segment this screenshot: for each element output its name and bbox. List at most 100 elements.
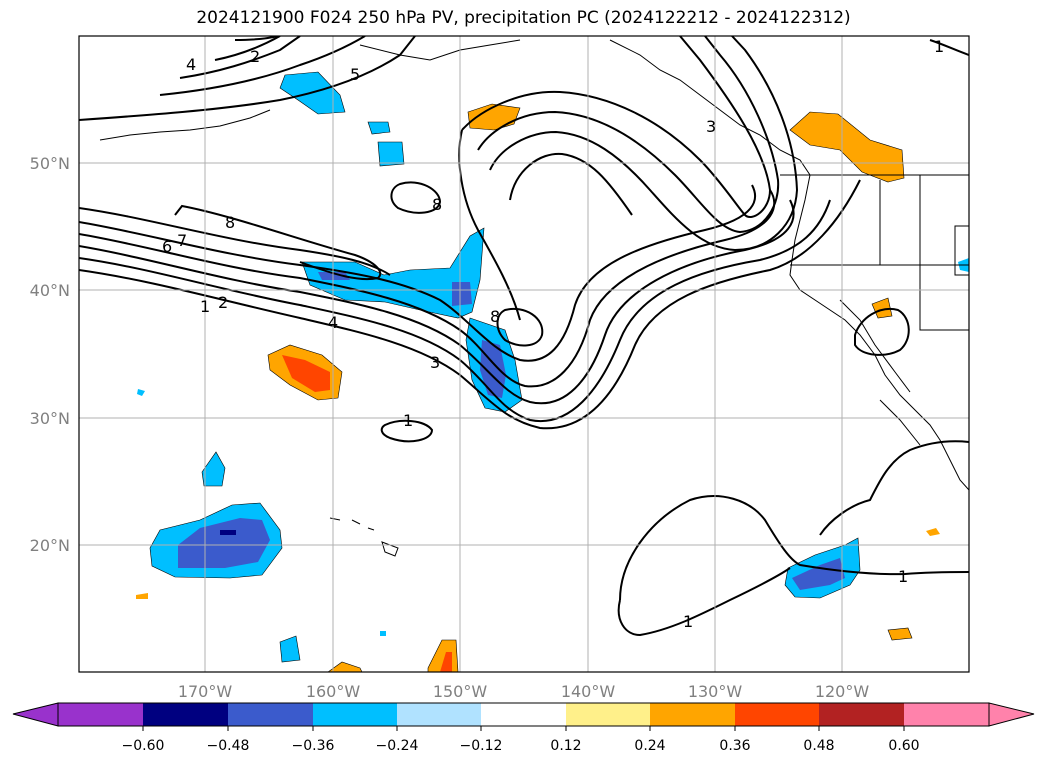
colorbar-outline <box>57 702 990 727</box>
colorbar-segment <box>228 703 313 726</box>
aleutian-islands <box>99 109 271 141</box>
pv-contour <box>79 179 861 430</box>
precip-positive-area <box>887 627 913 641</box>
contour-label: 2 <box>250 47 260 66</box>
lon-label: 130°W <box>688 682 743 701</box>
contour-label: 8 <box>225 213 235 232</box>
precip-negative-area <box>201 451 226 487</box>
pv-contour <box>458 129 521 321</box>
contour-label: 2 <box>218 293 228 312</box>
lon-label: 170°W <box>178 682 233 701</box>
contour-label: 4 <box>186 55 196 74</box>
colorbar-tick-label: 0.48 <box>803 738 834 754</box>
colorbar-segment <box>143 703 228 726</box>
colorbar-tick-label: 0.60 <box>888 738 919 754</box>
precip-positive-area <box>926 528 940 536</box>
pv-contour <box>619 495 969 601</box>
lat-axis-labels: 50°N 40°N 30°N 20°N <box>30 154 70 555</box>
contour-label: 5 <box>350 65 360 84</box>
colorbar-segment <box>397 703 481 726</box>
colorbar-segment <box>650 703 735 726</box>
pv-contour <box>174 204 382 281</box>
contour-label: 4 <box>328 313 338 332</box>
precip-positive-area <box>136 593 148 599</box>
precip-negative-area <box>452 282 472 306</box>
colorbar-segment <box>481 703 566 726</box>
precip-positive-area <box>327 661 363 672</box>
pv-contour <box>489 36 799 252</box>
pv-contour <box>617 567 791 637</box>
pv-contour <box>79 184 756 362</box>
pv-contour <box>390 181 442 214</box>
precip-negative-area <box>301 227 485 319</box>
colorbar-tick-label: −0.36 <box>292 738 335 754</box>
north-america-coast <box>609 39 969 491</box>
colorbar-segment <box>904 703 989 726</box>
lat-label: 30°N <box>30 409 70 428</box>
colorbar-segment <box>566 703 650 726</box>
contour-label: 3 <box>706 117 716 136</box>
hawaiian-islands <box>329 517 399 557</box>
colorbar-tick-label: −0.60 <box>122 738 165 754</box>
colorbar-tick-label: 0.12 <box>550 738 581 754</box>
lon-label: 140°W <box>561 682 616 701</box>
contour-label: 7 <box>177 231 187 250</box>
contour-label: 8 <box>432 195 442 214</box>
alaska-coast <box>359 39 521 61</box>
colorbar: −0.60 −0.48 −0.36 −0.24 −0.12 0.12 0.24 … <box>12 702 1035 754</box>
lon-axis-labels: 170°W 160°W 150°W 140°W 130°W 120°W <box>178 682 870 701</box>
contour-label: 1 <box>200 297 210 316</box>
graticule <box>79 36 969 672</box>
colorbar-segment <box>735 703 819 726</box>
coastlines <box>99 39 969 557</box>
colorbar-segment <box>819 703 904 726</box>
lon-label: 120°W <box>815 682 870 701</box>
pv-contour <box>79 207 391 276</box>
precip-negative-area <box>367 121 391 135</box>
pv-contour <box>79 189 776 388</box>
pv-contour <box>477 36 780 234</box>
precip-negative-area <box>220 530 236 535</box>
pv-contour <box>214 36 281 61</box>
contour-label: 6 <box>162 237 172 256</box>
map-title: 2024121900 F024 250 hPa PV, precipitatio… <box>196 8 851 28</box>
contour-label: 3 <box>430 353 440 372</box>
pv-contour <box>496 307 544 347</box>
pv-contour <box>854 307 910 356</box>
precip-negative-area <box>380 631 386 636</box>
precip-negative-area <box>279 635 301 663</box>
pv-contour <box>380 419 434 443</box>
precip-positive-area <box>871 297 893 319</box>
precip-positive-area <box>440 652 452 672</box>
contour-label: 8 <box>490 307 500 326</box>
precip-positive-area <box>282 355 330 392</box>
pv-contour-labels: 2 4 5 8 7 6 1 2 4 3 8 8 1 1 1 1 3 <box>162 37 944 631</box>
colorbar-extend-high <box>988 702 1035 727</box>
precip-negative-area <box>792 558 845 590</box>
contour-label: 1 <box>683 612 693 631</box>
map-frame <box>78 35 970 673</box>
pv-contour <box>159 36 366 96</box>
contour-label: 1 <box>898 567 908 586</box>
precip-negative-area <box>137 389 145 396</box>
colorbar-tick-label: −0.12 <box>460 738 503 754</box>
colorbar-tick-label: 0.36 <box>719 738 750 754</box>
lon-label: 150°W <box>433 682 488 701</box>
colorbar-extend-low <box>12 702 59 727</box>
pv-contour <box>509 152 633 216</box>
contour-label: 1 <box>934 37 944 56</box>
colorbar-segment <box>58 703 143 726</box>
contour-label: 1 <box>403 411 413 430</box>
precip-negative-area <box>178 518 270 568</box>
lat-label: 40°N <box>30 281 70 300</box>
pv-contour <box>929 39 969 56</box>
state-borders <box>780 174 969 331</box>
precip-negative-area <box>318 272 350 280</box>
precip-negative-area <box>377 141 405 167</box>
colorbar-tick-label: −0.24 <box>376 738 419 754</box>
baja-california <box>839 299 921 446</box>
pv-contour <box>79 199 795 405</box>
lat-label: 50°N <box>30 154 70 173</box>
pv-contour <box>79 36 416 121</box>
